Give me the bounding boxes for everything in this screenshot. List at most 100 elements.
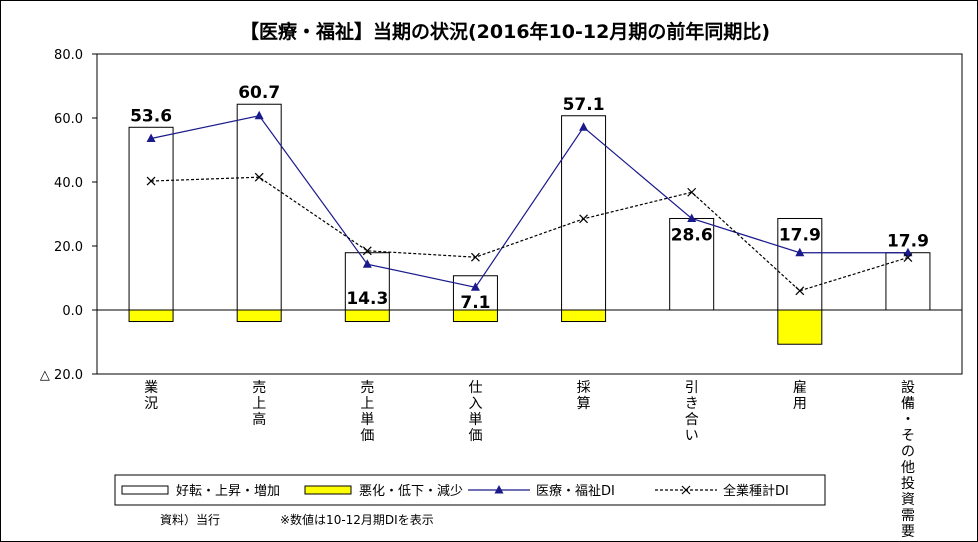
category-char: 況: [144, 396, 158, 412]
category-char: 業: [144, 380, 158, 396]
cross-arm: [687, 187, 697, 197]
category-label: 売上高: [252, 380, 266, 428]
category-char: 合: [685, 412, 699, 428]
category-char: 資: [901, 492, 915, 508]
category-char: 用: [793, 396, 807, 412]
category-label: 業況: [144, 380, 158, 412]
category-label: 仕入単価: [468, 380, 482, 444]
legend-item: 全業種計DI: [655, 483, 789, 499]
legend-label: 医療・福祉DI: [536, 484, 615, 499]
category-label: 売上単価: [360, 380, 374, 444]
all-industry-di-point: [471, 252, 480, 262]
medical-di-point: [362, 259, 372, 268]
medical-di-line: [150, 115, 908, 288]
bar-improve: [885, 252, 931, 311]
all-industry-di-point: [362, 246, 372, 256]
category-label: 採算: [577, 380, 591, 412]
category-label: 引き合い: [685, 380, 699, 444]
legend-swatch: [121, 485, 169, 495]
medical-di-point: [146, 133, 156, 142]
category-char: 需: [901, 508, 915, 524]
category-char: 高: [252, 411, 266, 428]
category-char: 売: [252, 380, 266, 396]
all-industry-di-point: [795, 286, 805, 296]
category-char: 算: [577, 396, 591, 412]
category-char: 価: [360, 428, 374, 444]
y-tick-label: 40.0: [54, 176, 83, 191]
data-label: 17.9: [779, 225, 821, 245]
all-industry-di-line: [151, 176, 909, 292]
category-char: 引: [685, 380, 699, 396]
category-char: い: [685, 428, 699, 444]
y-tick-label: 80.0: [54, 48, 83, 63]
category-char: 他: [901, 460, 915, 476]
legend-item: 医療・福祉DI: [468, 484, 615, 499]
legend-marker: [681, 485, 691, 495]
all-industry-di-point: [254, 172, 264, 182]
bar-improve: [128, 126, 174, 311]
all-industry-di-point: [687, 187, 697, 197]
data-label: 28.6: [671, 225, 713, 245]
category-char: 要: [901, 524, 915, 540]
bar-worsen: [452, 309, 498, 323]
category-char: 単: [360, 412, 374, 428]
bar-worsen: [777, 309, 823, 345]
category-char: 単: [468, 412, 482, 428]
medical-di-point: [579, 122, 589, 131]
cross-arm: [471, 252, 480, 262]
footnote: ※数値は10-12月期DIを表示: [280, 512, 434, 527]
data-label: 57.1: [563, 95, 605, 115]
category-char: の: [901, 444, 915, 460]
category-char: き: [685, 396, 699, 412]
cross-arm: [146, 176, 156, 186]
bar-improve: [669, 217, 715, 311]
category-label: 設備・その他投資需要: [901, 380, 915, 540]
medical-di-point: [254, 110, 264, 120]
medical-di-point: [687, 213, 697, 222]
legend-marker: [494, 485, 504, 494]
bar-worsen: [128, 309, 174, 323]
category-char: 売: [360, 380, 374, 396]
bar-improve: [452, 275, 498, 311]
data-label: 53.6: [130, 106, 172, 126]
category-char: そ: [901, 428, 915, 444]
medical-di-point: [470, 282, 480, 291]
bar-improve: [777, 217, 823, 311]
bar-worsen: [236, 309, 282, 323]
source-note: 資料）当行: [160, 513, 220, 527]
cross-arm: [903, 253, 913, 262]
legend-swatch: [304, 485, 352, 495]
chart-title: 【医療・福祉】当期の状況(2016年10-12月期の前年同期比): [240, 20, 770, 43]
bar-improve: [236, 103, 282, 311]
cross-arm: [254, 172, 264, 182]
category-char: 雇: [793, 379, 807, 396]
all-industry-di-point: [146, 176, 156, 186]
category-char: 仕: [468, 380, 482, 396]
medical-di-point: [795, 247, 805, 257]
category-label: 雇用: [793, 379, 807, 412]
y-tick-label: △ 20.0: [40, 368, 83, 383]
data-label: 7.1: [460, 293, 490, 313]
data-label: 14.3: [346, 289, 388, 309]
data-label: 17.9: [887, 232, 929, 252]
category-char: 投: [901, 476, 915, 492]
legend-item: 好転・上昇・増加: [121, 484, 280, 499]
legend-label: 全業種計DI: [723, 483, 789, 499]
cross-arm: [795, 286, 805, 296]
legend-item: 悪化・低下・減少: [304, 483, 463, 499]
cross-arm: [362, 246, 372, 256]
bar-worsen: [344, 309, 390, 323]
category-char: 採: [577, 380, 591, 396]
bar-improve: [561, 115, 607, 311]
cross-arm: [579, 214, 588, 224]
plot-area: [96, 53, 963, 375]
y-tick-label: 0.0: [62, 304, 83, 319]
legend-label: 好転・上昇・増加: [176, 484, 280, 499]
bar-worsen: [561, 309, 607, 323]
all-industry-di-point: [903, 253, 913, 262]
category-char: 備: [901, 396, 915, 412]
category-char: ・: [901, 412, 915, 428]
legend-label: 悪化・低下・減少: [359, 483, 463, 499]
y-tick-label: 60.0: [54, 112, 83, 127]
